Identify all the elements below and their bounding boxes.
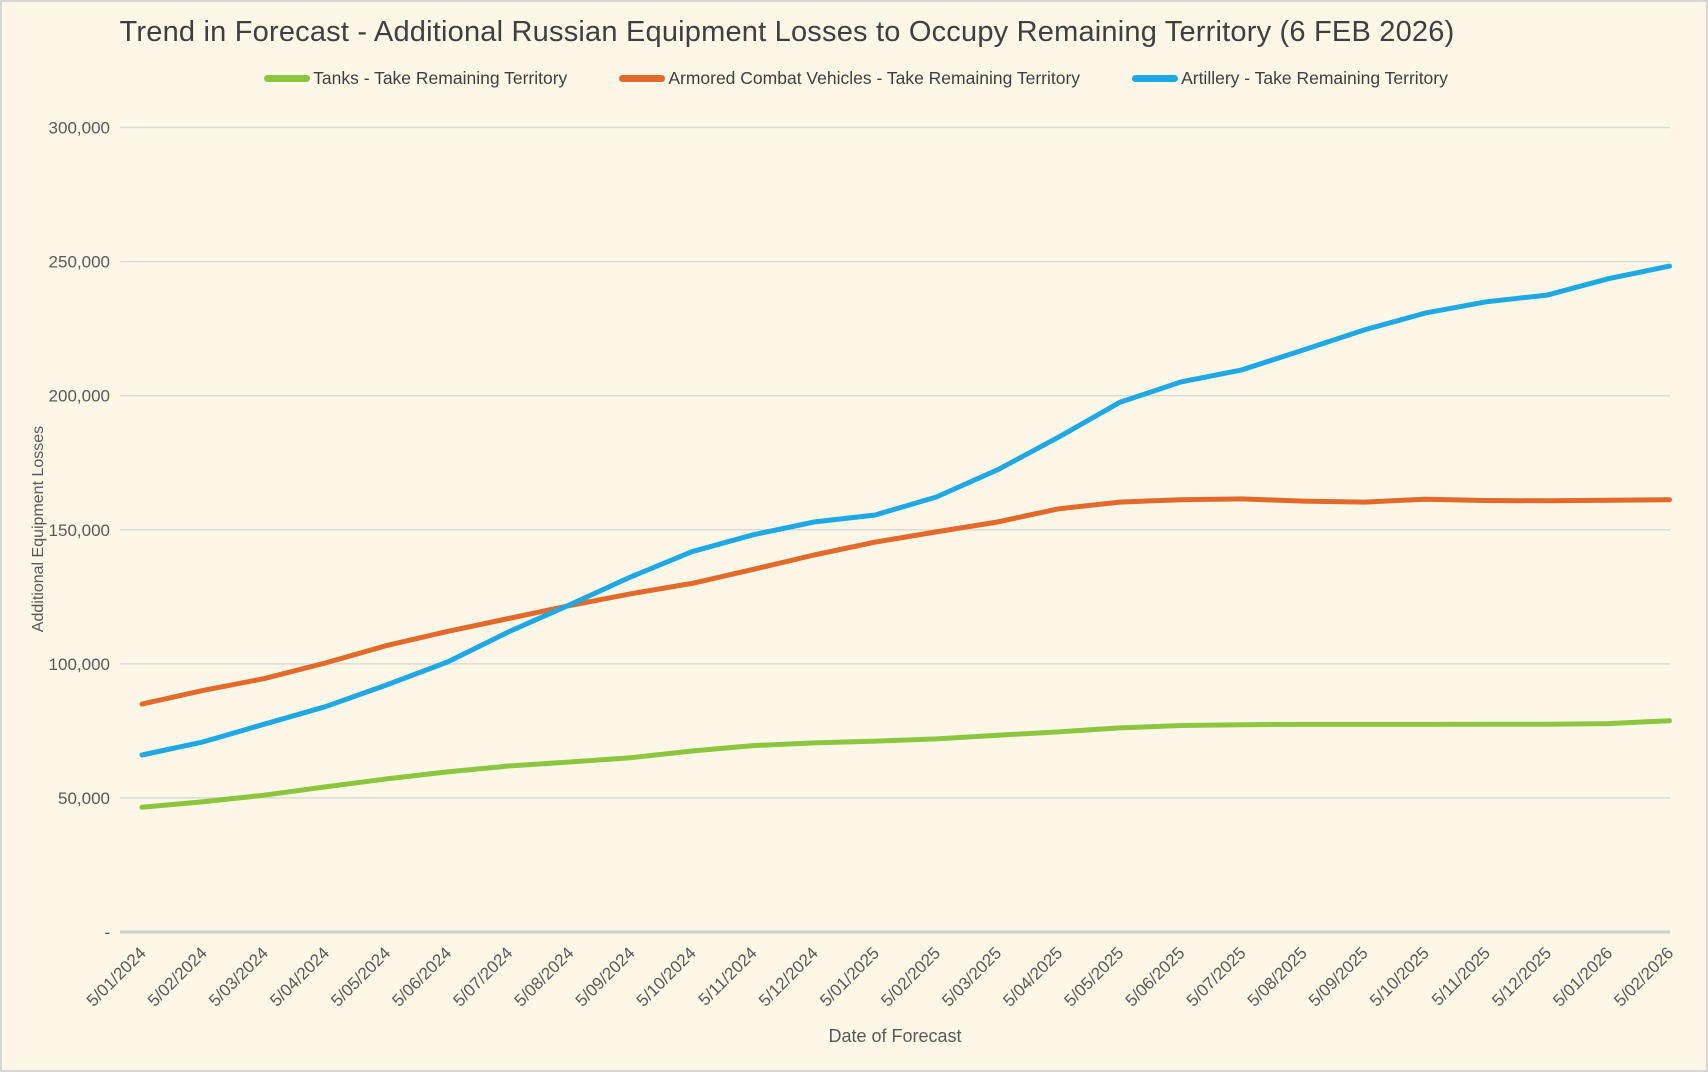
chart-title: Trend in Forecast - Additional Russian E… [119,16,1455,48]
x-tick-label: 5/04/2025 [999,943,1066,1010]
tanks-line-swatch [264,75,311,82]
x-tick-label: 5/01/2026 [1549,943,1616,1010]
legend-label-artillery: Artillery - Take Remaining Territory [1181,68,1448,88]
legend-item-tanks: Tanks - Take Remaining Territory [264,68,567,89]
x-tick-label: 5/06/2024 [388,943,455,1010]
x-tick-label: 5/02/2024 [144,943,211,1010]
armored-combat-vehicles-line-swatch [619,75,666,82]
legend-label-armored-combat-vehicles: Armored Combat Vehicles - Take Remaining… [668,68,1081,88]
x-tick-label: 5/03/2024 [205,943,272,1010]
x-tick-label: 5/05/2024 [327,943,394,1010]
y-tick-label: 150,000 [49,521,110,540]
x-tick-label: 5/08/2025 [1244,943,1311,1010]
x-tick-label: 5/11/2024 [695,943,761,1009]
y-tick-label: 200,000 [49,387,110,406]
series-line-armored [139,496,1672,707]
series-line-tanks [139,718,1672,810]
series-line-artillery [139,263,1672,758]
legend-label-tanks: Tanks - Take Remaining Territory [313,68,568,88]
artillery-line-swatch [1132,75,1179,82]
x-tick-label: 5/07/2024 [450,943,517,1010]
x-tick-label: 5/02/2026 [1610,943,1677,1010]
legend-item-artillery: Artillery - Take Remaining Territory [1132,68,1448,89]
y-tick-label: 250,000 [49,253,110,272]
y-axis-title: Additional Equipment Losses [30,425,47,633]
x-tick-label: 5/05/2025 [1061,943,1128,1010]
x-tick-label: 5/11/2025 [1428,943,1494,1009]
x-axis-title: Date of Forecast [828,1026,962,1046]
legend: Tanks - Take Remaining Territory Armored… [2,68,1706,89]
x-tick-label: 5/09/2024 [572,943,639,1010]
legend-item-armored-combat-vehicles: Armored Combat Vehicles - Take Remaining… [619,68,1080,89]
x-tick-label: 5/03/2025 [938,943,1005,1010]
x-tick-label: 5/01/2024 [83,943,150,1010]
y-tick-label: 50,000 [58,789,110,808]
x-tick-label: 5/10/2025 [1366,943,1433,1010]
x-tick-label: 5/01/2025 [816,943,883,1010]
x-tick-label: 5/09/2025 [1305,943,1372,1010]
y-tick-label: - [104,923,110,942]
x-tick-label: 5/06/2025 [1122,943,1189,1010]
x-tick-label: 5/02/2025 [877,943,944,1010]
x-tick-label: 5/12/2025 [1488,943,1555,1010]
x-tick-label: 5/08/2024 [511,943,578,1010]
x-tick-label: 5/12/2024 [755,943,822,1010]
y-tick-label: 300,000 [49,119,110,138]
x-tick-label: 5/07/2025 [1183,943,1250,1010]
x-tick-label: 5/04/2024 [266,943,333,1010]
y-tick-label: 100,000 [49,655,110,674]
x-tick-label: 5/10/2024 [633,943,700,1010]
